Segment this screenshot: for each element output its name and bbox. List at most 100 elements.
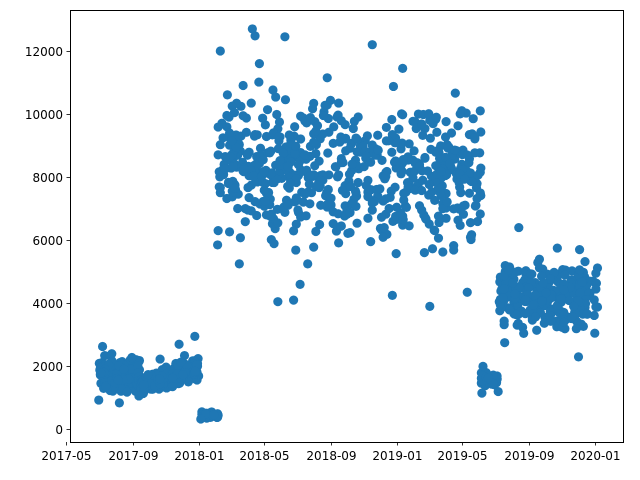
scatter-point [233, 203, 243, 214]
scatter-point [580, 257, 590, 267]
scatter-point [387, 147, 397, 157]
scatter-point [462, 150, 472, 160]
scatter-point [254, 59, 264, 69]
scatter-point [552, 243, 562, 253]
scatter-point [449, 204, 459, 214]
scatter-point [196, 414, 206, 424]
scatter-point [441, 116, 451, 127]
scatter-point [215, 140, 225, 150]
scatter-point [323, 148, 333, 158]
scatter-point [227, 136, 237, 146]
scatter-point [538, 264, 548, 274]
scatter-point [96, 368, 106, 378]
scatter-point [541, 288, 551, 298]
scatter-point [438, 204, 448, 214]
scatter-point [397, 138, 407, 148]
scatter-point [475, 106, 485, 116]
scatter-point [241, 127, 251, 137]
scatter-point [432, 127, 442, 137]
x-tick-label: 2018-05 [239, 449, 289, 463]
scatter-point [453, 121, 463, 131]
scatter-point [273, 297, 283, 307]
scatter-point [404, 221, 414, 231]
scatter-point [427, 244, 438, 254]
x-tick-label: 2018-01 [174, 449, 224, 463]
scatter-point [215, 46, 225, 56]
scatter-point [427, 187, 437, 197]
scatter-point [500, 338, 510, 348]
scatter-point [265, 148, 275, 158]
scatter-point [234, 259, 244, 269]
scatter-point [468, 114, 478, 124]
scatter-point [280, 95, 291, 105]
scatter-point [262, 105, 273, 115]
scatter-point [283, 161, 293, 172]
scatter-point [352, 218, 362, 228]
scatter-point [450, 145, 460, 155]
scatter-point [220, 164, 230, 174]
scatter-point [417, 185, 427, 196]
scatter-point [290, 122, 300, 132]
scatter-point [174, 339, 184, 349]
scatter-point [425, 133, 435, 143]
scatter-point [258, 155, 268, 165]
scatter-point [381, 136, 391, 146]
scatter-point [213, 150, 223, 160]
scatter-point [223, 177, 234, 187]
scatter-point [532, 325, 542, 335]
scatter-point [390, 182, 400, 192]
scatter-point [154, 374, 165, 384]
scatter-point [510, 289, 520, 299]
scatter-point [285, 178, 295, 188]
scatter-point [323, 199, 333, 209]
scatter-point [499, 284, 509, 294]
y-tick-label: 8000 [32, 171, 63, 185]
scatter-point [381, 171, 391, 181]
scatter-point [280, 32, 290, 42]
scatter-point [531, 312, 541, 322]
scatter-point [441, 213, 451, 223]
scatter-point [493, 386, 503, 397]
scatter-point [483, 373, 494, 383]
scatter-point [231, 142, 241, 152]
scatter-point [387, 290, 397, 300]
plot-frame [70, 10, 624, 443]
scatter-point [336, 157, 346, 168]
scatter-point [591, 302, 601, 312]
x-tick-label: 2018-09 [306, 449, 356, 463]
scatter-point [430, 195, 440, 205]
scatter-point [455, 220, 465, 230]
scatter-point [495, 300, 505, 310]
scatter-point [213, 226, 223, 236]
scatter-point [420, 213, 431, 223]
scatter-point [511, 309, 521, 320]
scatter-point [591, 284, 601, 294]
scatter-point [398, 155, 408, 165]
scatter-point [238, 80, 248, 91]
scatter-point [401, 202, 412, 212]
scatter-point [589, 310, 599, 321]
y-tick-label: 4000 [32, 297, 63, 311]
scatter-point [385, 192, 395, 203]
y-axis-ticks: 0 2000 4000 6000 8000 10000 12000 [25, 45, 70, 437]
scatter-point [178, 369, 188, 380]
scatter-point [574, 245, 585, 255]
scatter-point [309, 137, 319, 147]
scatter-point [353, 177, 363, 188]
scatter-point [335, 137, 345, 147]
scatter-point [466, 232, 476, 242]
scatter-point [228, 161, 238, 172]
scatter-point [179, 350, 190, 361]
scatter-point [229, 108, 240, 118]
scatter-point [466, 176, 477, 187]
x-tick-label: 2019-01 [372, 449, 422, 463]
scatter-point [498, 293, 508, 303]
scatter-point [345, 143, 355, 153]
scatter-point [450, 88, 460, 98]
scatter-point [455, 109, 465, 119]
scatter-point [391, 156, 401, 166]
scatter-point [470, 133, 480, 143]
scatter-point [345, 208, 355, 218]
scatter-point [260, 196, 270, 206]
scatter-point [318, 110, 329, 121]
